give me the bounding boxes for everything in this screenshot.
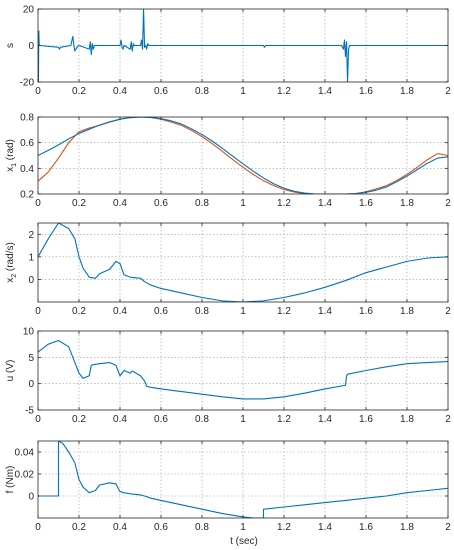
x-tick-label: 0 [35, 414, 41, 425]
x-tick-label: 0.4 [113, 306, 127, 317]
x-tick-label: 0.8 [195, 198, 209, 209]
x-tick-label: 1.8 [400, 522, 414, 533]
x-tick-label: 0.4 [113, 86, 127, 97]
y-tick-label: 0.04 [15, 448, 35, 459]
x-tick-label: 1.6 [359, 414, 373, 425]
x-tick-label: 0.8 [195, 522, 209, 533]
y-tick-label: 0 [28, 275, 34, 286]
x-tick-label: 0.2 [72, 198, 86, 209]
x-tick-label: 0.8 [195, 414, 209, 425]
y-axis-label-subscript: 1 [11, 163, 18, 167]
y-tick-label: 2 [28, 230, 34, 241]
y-tick-label: 0.8 [20, 113, 34, 124]
series-line-1 [38, 9, 448, 82]
x-tick-label: 0.2 [72, 86, 86, 97]
x-tick-label: 2 [445, 306, 451, 317]
x-tick-label: 0.4 [113, 414, 127, 425]
x-tick-label: 0.4 [113, 522, 127, 533]
y-tick-label: 0.02 [15, 470, 35, 481]
x-tick-label: 1 [240, 306, 246, 317]
x-tick-label: 0 [35, 522, 41, 533]
y-axis-label: x2 (rad/s) [5, 242, 18, 283]
x-tick-label: 1.8 [400, 86, 414, 97]
x-tick-label: 0.2 [72, 522, 86, 533]
y-axis-label-main: x [5, 167, 16, 172]
x-tick-label: 1.4 [318, 522, 332, 533]
series-line-1 [38, 223, 448, 302]
x-tick-label: 2 [445, 522, 451, 533]
x-tick-label: 1.2 [277, 414, 291, 425]
x-tick-label: 2 [445, 198, 451, 209]
y-axis-label: f (Nm) [5, 466, 16, 494]
y-tick-label: 1 [28, 252, 34, 263]
y-axis-label-main: s [5, 43, 16, 48]
y-axis-label: x1 (rad) [5, 139, 18, 172]
y-axis-label-main: f (Nm) [5, 466, 16, 494]
x-tick-label: 1.8 [400, 306, 414, 317]
y-tick-label: -5 [25, 406, 34, 417]
x-tick-label: 0.6 [154, 86, 168, 97]
x-tick-label: 2 [445, 86, 451, 97]
x-tick-label: 1.4 [318, 306, 332, 317]
x-tick-label: 0.2 [72, 306, 86, 317]
x-tick-label: 0.6 [154, 522, 168, 533]
x-tick-label: 1 [240, 198, 246, 209]
x-tick-label: 0 [35, 306, 41, 317]
y-tick-label: 20 [23, 5, 35, 16]
y-axis-label-main: u (V) [5, 360, 16, 382]
y-axis-label-unit: (rad/s) [5, 242, 16, 274]
x-tick-label: 0.6 [154, 198, 168, 209]
y-tick-label: 0 [28, 41, 34, 52]
x-tick-label: 1.4 [318, 198, 332, 209]
x-tick-label: 1 [240, 414, 246, 425]
series-line-1 [38, 441, 448, 518]
y-tick-label: 0.4 [20, 164, 34, 175]
y-axis-label: u (V) [5, 360, 16, 382]
x-tick-label: 0 [35, 86, 41, 97]
y-tick-label: 0 [28, 379, 34, 390]
series-line-1 [38, 339, 448, 400]
y-tick-label: 10 [23, 327, 35, 338]
series-line-2 [38, 117, 448, 194]
x-tick-label: 1.2 [277, 198, 291, 209]
y-tick-label: 0.2 [20, 190, 34, 201]
x-tick-label: 1.6 [359, 306, 373, 317]
y-tick-label: 5 [28, 353, 34, 364]
x-tick-label: 2 [445, 414, 451, 425]
x-tick-label: 0.8 [195, 86, 209, 97]
x-tick-label: 1.6 [359, 86, 373, 97]
x-tick-label: 1.6 [359, 198, 373, 209]
y-axis-label: s [5, 43, 16, 48]
x-tick-label: 1.2 [277, 522, 291, 533]
x-tick-label: 0.6 [154, 414, 168, 425]
y-tick-label: 0.6 [20, 138, 34, 149]
y-axis-label-subscript: 2 [11, 274, 18, 278]
x-tick-label: 0.2 [72, 414, 86, 425]
y-axis-label-main: x [5, 278, 16, 283]
x-tick-label: 1.4 [318, 86, 332, 97]
x-tick-label: 1 [240, 86, 246, 97]
x-tick-label: 0.8 [195, 306, 209, 317]
y-axis-label-unit: (rad) [5, 139, 16, 163]
x-tick-label: 0.4 [113, 198, 127, 209]
x-tick-label: 1.8 [400, 198, 414, 209]
chart-panel-2: 0 0.2 0.4 0.6 0.8 1 1.2 1.4 1.6 1.8 20.20.40.60.8x… [5, 113, 451, 210]
chart-panel-5: 0 0.2 0.4 0.6 0.8 1 1.2 1.4 1.6 1.8 2 0 0.02 0.04 f (N… [5, 440, 451, 533]
x-tick-label: 1.4 [318, 414, 332, 425]
x-tick-label: 1.2 [277, 306, 291, 317]
x-tick-label: 1.8 [400, 414, 414, 425]
x-axis-label: t (sec) [230, 536, 258, 547]
x-tick-label: 1.6 [359, 522, 373, 533]
x-tick-label: 1 [240, 522, 246, 533]
x-tick-label: 0.6 [154, 306, 168, 317]
y-tick-label: 0 [28, 492, 34, 503]
x-tick-label: 0 [35, 198, 41, 209]
y-tick-label: -20 [20, 78, 35, 89]
x-tick-label: 1.2 [277, 86, 291, 97]
